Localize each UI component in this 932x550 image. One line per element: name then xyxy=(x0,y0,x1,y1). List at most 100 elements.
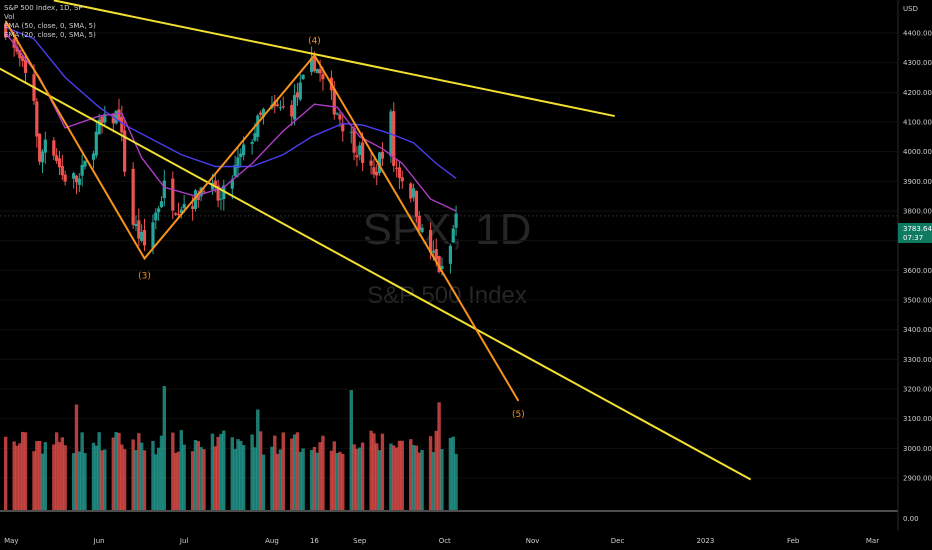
volume-bar xyxy=(375,443,379,510)
candle-body xyxy=(321,74,325,80)
volume-legend[interactable]: Vol xyxy=(4,13,15,21)
volume-bar xyxy=(151,440,155,510)
volume-bar xyxy=(454,453,458,510)
candle-body xyxy=(216,185,220,201)
candle-body xyxy=(372,167,376,175)
volume-bar xyxy=(358,447,362,510)
elliott-wave[interactable] xyxy=(4,20,520,402)
trend-line[interactable] xyxy=(53,0,615,118)
candle-body xyxy=(298,82,302,100)
candle-body xyxy=(91,153,96,160)
last-price-badge: 3783.64 07:37 xyxy=(898,223,932,243)
volume-bar xyxy=(437,402,441,510)
candle-body xyxy=(230,179,234,189)
candle-body xyxy=(236,157,240,168)
volume-bar xyxy=(182,444,186,510)
volume-bar xyxy=(301,448,305,510)
volume-bar xyxy=(380,433,385,510)
volume-bar xyxy=(239,440,243,510)
volume-bar xyxy=(173,452,178,510)
volume-bar xyxy=(290,438,294,510)
candle-body xyxy=(159,201,164,208)
volume-bar xyxy=(349,390,353,510)
candle-body xyxy=(157,208,161,213)
volume-bar xyxy=(210,433,215,510)
candle-body xyxy=(94,131,98,156)
volume-bar xyxy=(43,442,48,510)
price-tick-label: 4400.00 xyxy=(903,30,932,38)
candle-body xyxy=(21,56,25,62)
candle-body xyxy=(352,128,356,153)
ema-line xyxy=(5,26,457,179)
price-axis-panel[interactable] xyxy=(898,0,932,550)
wave-path[interactable] xyxy=(4,20,520,402)
volume-bar xyxy=(111,437,116,510)
candle-body xyxy=(233,165,237,176)
trend-line[interactable] xyxy=(0,66,752,481)
candle-body xyxy=(239,153,243,158)
time-tick-label: May xyxy=(4,537,18,545)
volume-bar xyxy=(400,440,404,510)
candle-body xyxy=(131,168,135,225)
candle-body xyxy=(80,164,84,176)
volume-bar xyxy=(451,436,455,510)
candle-body xyxy=(358,145,362,155)
volume-bar xyxy=(142,450,147,510)
candle-body xyxy=(360,142,365,163)
candle-body xyxy=(420,227,424,233)
ema-lines xyxy=(5,26,457,212)
volume-bar xyxy=(256,409,260,510)
candle-body xyxy=(278,107,283,109)
volume-bar xyxy=(318,442,322,510)
volume-bar xyxy=(292,434,297,510)
volume-bar xyxy=(250,434,254,510)
volume-bar xyxy=(275,453,280,510)
volume-bar xyxy=(270,446,274,510)
volume-bar xyxy=(315,452,319,510)
volume-bar xyxy=(57,442,62,510)
candle-body xyxy=(281,106,285,108)
volume-bar xyxy=(233,449,237,510)
candle-body xyxy=(332,88,336,115)
volume-bar xyxy=(63,445,67,510)
bar-countdown: 07:37 xyxy=(903,234,923,242)
time-tick-label: Dec xyxy=(611,537,625,545)
candle-body xyxy=(253,133,257,141)
volume-bar xyxy=(32,451,36,510)
volume-bar xyxy=(199,447,203,510)
volume-bar xyxy=(60,437,65,510)
candle-body xyxy=(72,173,76,179)
candle-body xyxy=(154,212,158,221)
candle-body xyxy=(117,109,121,121)
candle-body xyxy=(182,204,186,209)
candle-body xyxy=(222,185,226,200)
candle-body xyxy=(77,178,81,185)
candle-body xyxy=(341,123,345,132)
volume-bar xyxy=(156,447,161,510)
candle-body xyxy=(162,180,166,199)
volume-bar xyxy=(372,433,376,510)
ema50-legend[interactable]: EMA (50, close, 0, SMA, 5) xyxy=(4,22,96,30)
candle-body xyxy=(18,50,22,59)
candle-body xyxy=(451,228,455,243)
time-axis-panel[interactable] xyxy=(0,531,932,550)
ema-line xyxy=(5,32,457,212)
candle-body xyxy=(375,171,379,176)
volume-bar xyxy=(312,446,317,510)
candle-body xyxy=(213,180,217,186)
volume-bar xyxy=(139,442,144,510)
volume-bar xyxy=(414,445,419,510)
volume-bar xyxy=(377,450,382,510)
channel-lines[interactable] xyxy=(0,0,752,481)
volume-bar xyxy=(309,450,314,510)
candle-body xyxy=(261,108,266,118)
price-tick-label: 4300.00 xyxy=(903,59,932,67)
chart-title[interactable]: S&P 500 Index, 1D, SP xyxy=(4,4,83,12)
currency-label: USD xyxy=(903,5,918,13)
volume-bar xyxy=(20,431,25,510)
ema20-legend[interactable]: EMA (20, close, 0, SMA, 5) xyxy=(4,31,96,39)
volume-bar xyxy=(15,445,19,510)
volume-bar xyxy=(253,447,257,510)
candle-body xyxy=(60,165,64,176)
